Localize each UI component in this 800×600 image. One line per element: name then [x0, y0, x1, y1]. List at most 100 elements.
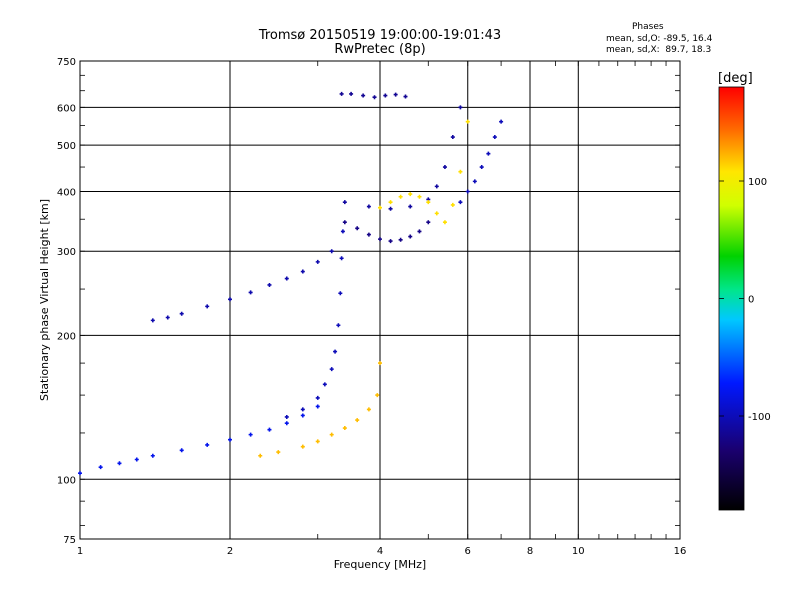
- colorbar-ticks: 100 0 -100: [719, 177, 771, 423]
- echo-point: [366, 232, 371, 237]
- echo-point: [403, 94, 408, 99]
- colorbar-tick-label: 0: [748, 295, 754, 306]
- echo-point: [383, 93, 388, 98]
- echo-point: [378, 205, 382, 210]
- echo-point: [339, 256, 344, 261]
- echo-point: [458, 200, 463, 205]
- y-tick-label: 100: [57, 475, 76, 486]
- echo-point: [150, 318, 155, 323]
- echo-point: [338, 291, 343, 296]
- x-tick-label: 10: [572, 546, 585, 557]
- echo-point: [450, 135, 455, 140]
- echo-point: [284, 414, 289, 419]
- echo-point: [300, 269, 305, 274]
- phase-stats-x: mean, sd,X: 89.7, 18.3: [606, 45, 712, 55]
- echo-point: [228, 437, 232, 442]
- grid-lines: [80, 61, 680, 539]
- y-tick-label: 400: [57, 187, 76, 198]
- echo-point: [398, 194, 403, 199]
- echo-point: [258, 453, 263, 458]
- echo-point: [388, 239, 393, 244]
- echo-point: [499, 119, 504, 124]
- phase-stats-o: mean, sd,O: -89.5, 16.4: [606, 34, 713, 44]
- echo-point: [342, 426, 347, 431]
- echo-point: [315, 259, 320, 264]
- echo-point: [417, 194, 422, 199]
- y-tick-label: 300: [57, 247, 76, 258]
- echo-point: [340, 229, 345, 234]
- echo-point: [450, 202, 455, 207]
- echo-point: [333, 349, 338, 354]
- chart-title-line1: Tromsø 20150519 19:00:00-19:01:43: [258, 28, 502, 43]
- echo-point: [315, 404, 320, 409]
- echo-point: [355, 418, 360, 423]
- echo-point: [329, 249, 334, 254]
- echo-point: [205, 304, 210, 309]
- echo-point: [342, 220, 347, 225]
- echo-point: [465, 119, 470, 124]
- x-tick-label: 4: [377, 546, 383, 557]
- echo-point: [315, 439, 320, 444]
- echo-point: [398, 237, 403, 242]
- echo-point: [342, 200, 347, 205]
- y-tick-label: 750: [57, 57, 76, 68]
- y-axis-label: Stationary phase Virtual Height [km]: [38, 199, 51, 401]
- echo-point: [366, 407, 371, 412]
- axis-ticks: 1 2 4 6 8 10 16 75 100 200 300 400 500 600 750: [57, 57, 686, 557]
- echo-point: [267, 427, 272, 432]
- echo-point: [465, 189, 470, 194]
- echo-point: [388, 200, 393, 205]
- echo-point: [300, 444, 305, 449]
- echo-point: [300, 407, 305, 412]
- y-tick-label: 75: [63, 535, 76, 546]
- echo-point: [179, 311, 184, 316]
- echo-point: [393, 92, 398, 97]
- colorbar-label: [deg]: [718, 71, 753, 86]
- phase-stats-heading: Phases: [632, 22, 664, 32]
- echo-point: [276, 450, 281, 455]
- echo-point: [117, 461, 122, 466]
- echo-point: [458, 105, 463, 110]
- echo-point: [315, 395, 320, 400]
- echo-point: [426, 220, 431, 225]
- x-tick-label: 16: [674, 546, 687, 557]
- echo-point: [426, 200, 431, 205]
- y-tick-label: 200: [57, 331, 76, 342]
- echo-point: [366, 204, 371, 209]
- echo-point: [408, 204, 413, 209]
- colorbar-tick-label: 100: [748, 177, 767, 188]
- echo-point: [458, 169, 463, 174]
- x-tick-label: 6: [465, 546, 471, 557]
- x-axis-label: Frequency [MHz]: [334, 558, 426, 571]
- echo-point: [228, 297, 232, 302]
- x-tick-label: 1: [77, 546, 83, 557]
- echo-point: [434, 211, 439, 216]
- y-tick-label: 500: [57, 141, 76, 152]
- echo-point: [378, 361, 382, 366]
- echo-point: [329, 367, 334, 372]
- echo-point: [98, 465, 103, 470]
- echo-point: [322, 382, 327, 387]
- echo-point: [434, 184, 439, 189]
- echo-point: [150, 453, 155, 458]
- echo-point: [361, 93, 366, 98]
- y-tick-label: 600: [57, 103, 76, 114]
- colorbar-tick-label: -100: [748, 412, 771, 423]
- echo-point: [284, 276, 289, 281]
- echo-point: [492, 135, 497, 140]
- echo-point: [442, 165, 447, 170]
- echo-point: [355, 226, 360, 231]
- echo-point: [165, 315, 170, 320]
- echo-point: [329, 432, 334, 437]
- echo-point: [205, 442, 210, 447]
- echo-point: [372, 95, 377, 100]
- echo-point: [378, 237, 382, 242]
- echo-point: [408, 234, 413, 239]
- echo-point: [388, 206, 393, 211]
- echo-point: [267, 282, 272, 287]
- echo-point: [417, 229, 422, 234]
- echo-point: [336, 323, 341, 328]
- echo-point: [486, 151, 491, 156]
